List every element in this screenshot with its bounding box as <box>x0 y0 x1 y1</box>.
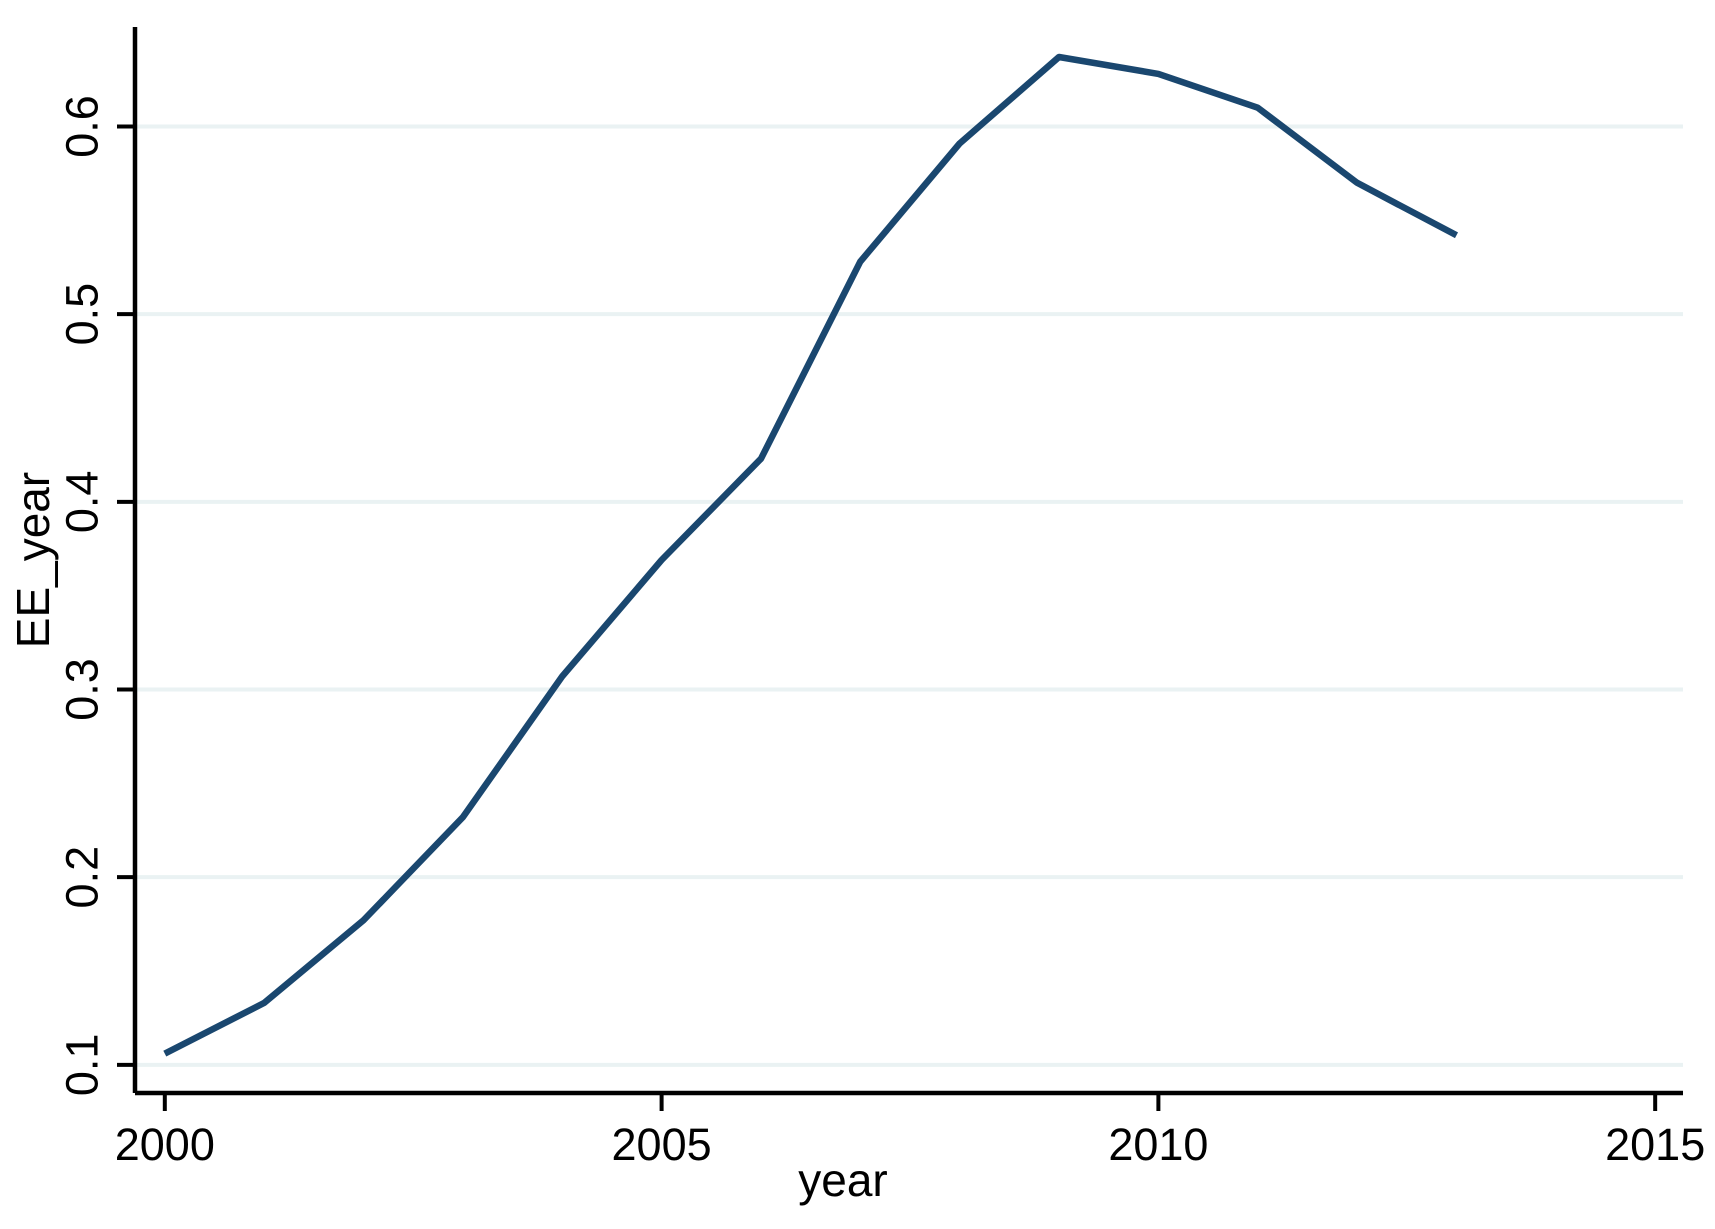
axis-ticks <box>117 124 1658 1111</box>
tick-labels: 0.1 0.2 0.3 0.4 0.5 0.6 2000 2005 2010 2015 <box>57 95 1706 1170</box>
y-tick-label: 0.2 <box>57 846 108 909</box>
x-axis-title: year <box>798 1154 887 1206</box>
x-tick-label: 2005 <box>612 1119 712 1170</box>
data-series <box>163 53 1459 1057</box>
y-tick-label: 0.6 <box>57 95 108 158</box>
axes <box>132 27 1683 1096</box>
y-tick-label: 0.1 <box>57 1034 108 1097</box>
ee-year-series-line <box>163 53 1459 1057</box>
x-tick-label: 2010 <box>1108 1119 1208 1170</box>
y-tick-label: 0.4 <box>57 471 108 534</box>
y-tick-label: 0.3 <box>57 658 108 721</box>
y-tick-label: 0.5 <box>57 283 108 346</box>
x-tick-label: 2015 <box>1605 1119 1705 1170</box>
x-tick-label: 2000 <box>115 1119 215 1170</box>
gridlines <box>135 124 1683 1067</box>
y-axis-title: EE_year <box>7 472 59 648</box>
